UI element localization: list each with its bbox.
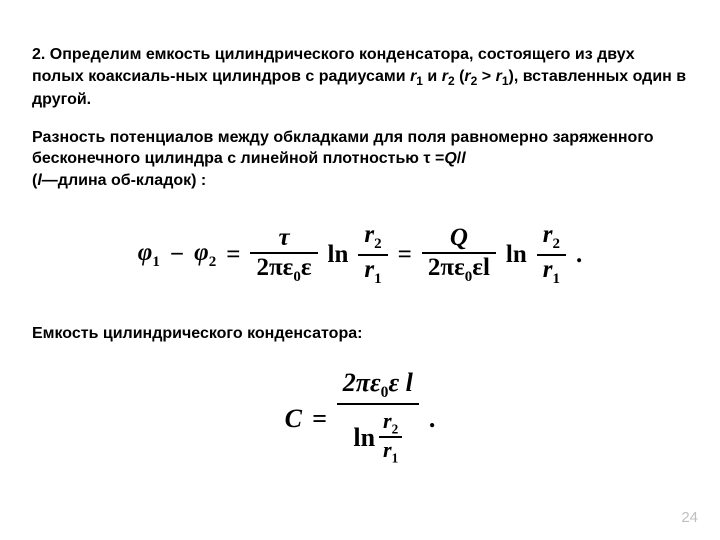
phi2-sym: φ: [194, 239, 209, 266]
eq1-f3-num: Q: [444, 224, 474, 252]
eq1-fr2-num-r: r: [543, 221, 553, 248]
eq2-den-frac-den-r: r: [383, 437, 392, 462]
eq1-phi1: φ1: [138, 239, 160, 271]
paragraph-3: Емкость цилиндрического конденсатора:: [32, 323, 688, 345]
p1-paren-close: ),: [509, 68, 523, 85]
eq1-minus: −: [170, 241, 184, 269]
eq2-C: C: [285, 404, 302, 434]
eq1-f3-den: 2πε0εl: [422, 254, 496, 287]
eq1-fr1-den-sub: 1: [374, 271, 382, 287]
phi1-sub: 1: [152, 254, 160, 270]
eq2-den-frac: r2 r1: [379, 409, 402, 466]
eq1-fr1-num-r: r: [364, 221, 374, 248]
eq2-ln: ln: [353, 424, 375, 451]
eq1-frac-tau: τ 2πε0ε: [250, 224, 317, 287]
eq1-fr1-num-sub: 2: [374, 236, 382, 252]
eq2-period: .: [429, 404, 436, 434]
eq1-f1-den-b: ε: [301, 254, 312, 281]
eq2-den: ln r2 r1: [347, 405, 408, 470]
eq2-num: 2πε0ε l: [337, 368, 419, 403]
eq1-fr2-num: r2: [537, 221, 566, 254]
slide-page: 2. Определим емкость цилиндрического кон…: [0, 0, 720, 540]
eq1-equals-1: =: [226, 241, 240, 269]
p2-eq: =: [431, 150, 445, 167]
p2-Q: Q: [444, 150, 456, 167]
eq1-fr2-den: r1: [537, 256, 566, 289]
eq1-f1-den-0: 0: [293, 269, 301, 285]
eq1-frac-r-1: r2 r1: [358, 221, 387, 289]
eq2-den-frac-den: r1: [379, 438, 402, 465]
eq2-den-frac-den-sub: 1: [392, 451, 399, 466]
eq2-equals: =: [312, 404, 327, 434]
eq1-fr1-den-r: r: [364, 256, 374, 283]
phi-sym: φ: [138, 239, 153, 266]
eq1-phi2: φ2: [194, 239, 216, 271]
eq1-fr2-den-sub: 1: [553, 271, 561, 287]
eq1-period: .: [576, 241, 582, 269]
eq1-f1-den-a: 2πε: [256, 254, 293, 281]
page-number: 24: [681, 509, 698, 526]
p1-gt: >: [477, 68, 495, 85]
p1-paren-open: (: [455, 68, 465, 85]
eq1-fr1-den: r1: [358, 256, 387, 289]
eq1-ln-2: ln: [506, 241, 527, 269]
paragraph-2: Разность потенциалов между обкладками дл…: [32, 127, 688, 192]
eq1-fr1-num: r2: [358, 221, 387, 254]
eq1-f3-den-b: εl: [472, 254, 490, 281]
p2-tau: τ: [423, 150, 430, 167]
p1-r2-sub: 2: [448, 74, 455, 88]
eq1-frac-r-2: r2 r1: [537, 221, 566, 289]
p2-text-b: —длина об-кладок) :: [42, 172, 206, 189]
p1-and: и: [423, 68, 442, 85]
eq2-den-frac-num-r: r: [383, 408, 392, 433]
equation-potential-difference: φ1 − φ2 = τ 2πε0ε ln r2 r1 = Q 2πε0εl ln…: [32, 221, 688, 289]
eq2-main-frac: 2πε0ε l ln r2 r1: [337, 368, 419, 469]
eq1-f1-den: 2πε0ε: [250, 254, 317, 287]
eq1-frac-Q: Q 2πε0εl: [422, 224, 496, 287]
eq2-den-frac-num: r2: [379, 409, 402, 436]
eq1-equals-2: =: [398, 241, 412, 269]
eq2-num-b: ε: [388, 368, 405, 397]
eq1-fr2-num-sub: 2: [553, 236, 561, 252]
eq1-ln-1: ln: [328, 241, 349, 269]
eq1-f3-den-a: 2πε: [428, 254, 465, 281]
eq2-num-a: 2πε: [343, 368, 381, 397]
eq2-num-l: l: [406, 368, 413, 397]
p1-r1b-sub: 1: [502, 74, 509, 88]
eq2-den-frac-num-sub: 2: [392, 421, 399, 436]
equation-capacitance: C = 2πε0ε l ln r2 r1 .: [32, 368, 688, 469]
eq1-f1-num: τ: [272, 224, 295, 252]
paragraph-1: 2. Определим емкость цилиндрического кон…: [32, 44, 688, 111]
phi2-sub: 2: [209, 254, 217, 270]
eq1-fr2-den-r: r: [543, 256, 553, 283]
p2-text-a: Разность потенциалов между обкладками дл…: [32, 129, 654, 168]
p1-r1-sub: 1: [416, 74, 423, 88]
p2-l: l: [461, 150, 465, 167]
